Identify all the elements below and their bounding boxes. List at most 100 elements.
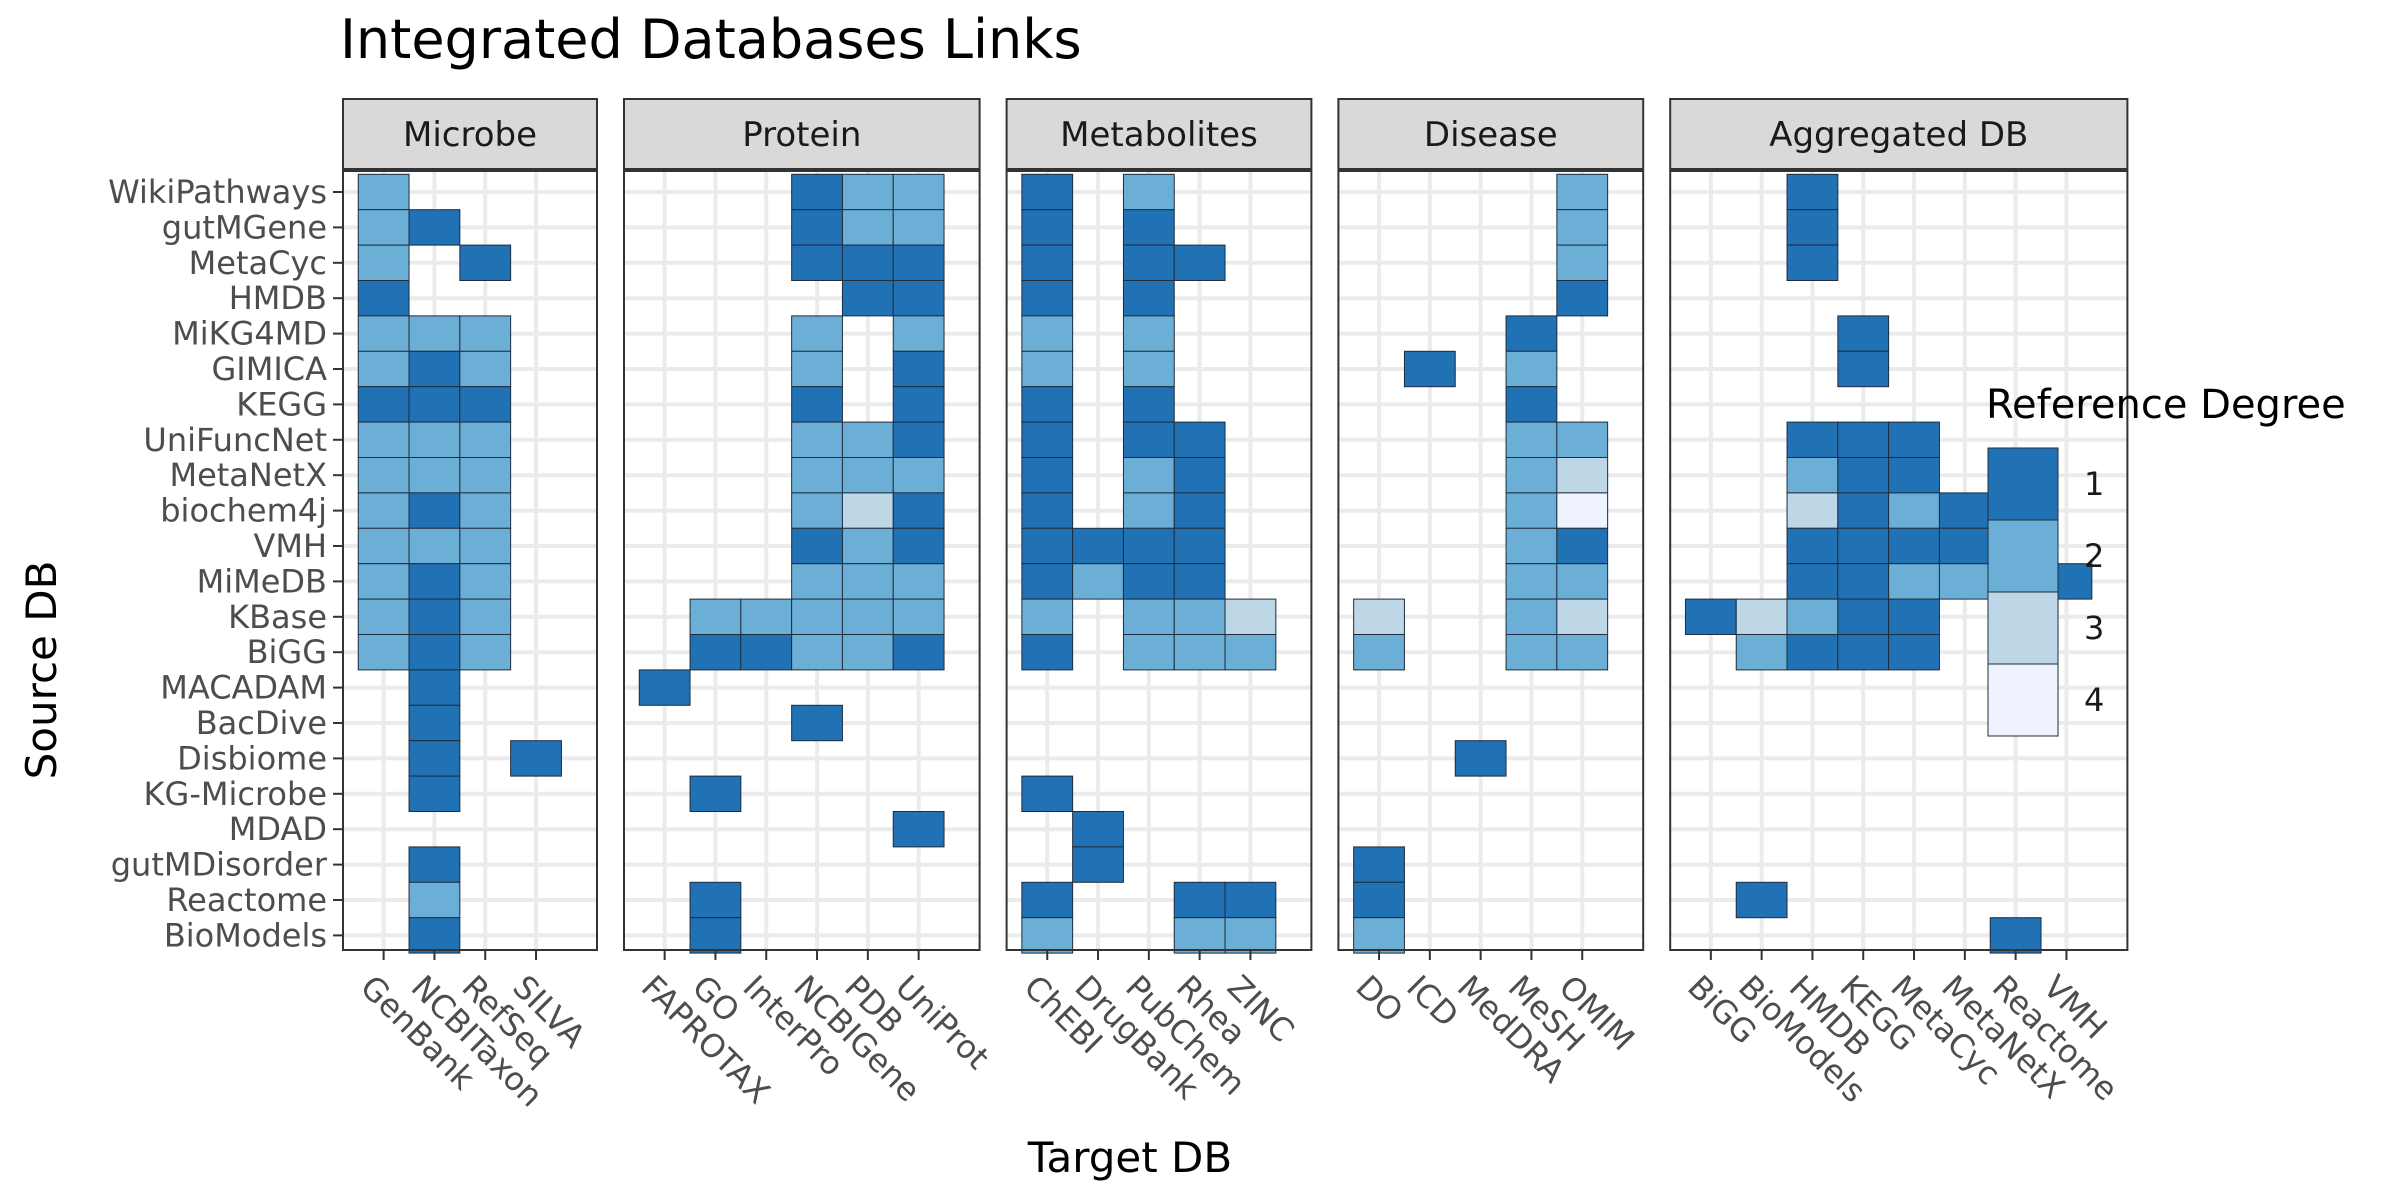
heatmap-cell xyxy=(1122,457,1175,494)
heatmap-cell xyxy=(1938,563,1991,600)
heatmap-cell xyxy=(1072,527,1124,565)
heatmap-cell xyxy=(1173,527,1226,565)
heatmap-cell xyxy=(408,634,461,671)
heatmap-cell xyxy=(1122,350,1175,388)
heatmap-cell xyxy=(1173,881,1226,919)
heatmap-cell xyxy=(892,244,945,282)
heatmap-cell xyxy=(892,315,945,352)
y-axis: WikiPathwaysgutMGeneMetaCycHMDBMiKG4MDGI… xyxy=(108,173,343,954)
heatmap-cell xyxy=(1505,492,1558,529)
chart-title: Integrated Databases Links xyxy=(340,8,1082,71)
heatmap-cell xyxy=(1786,527,1839,565)
heatmap-cell xyxy=(1786,457,1839,494)
heatmap-cell xyxy=(1888,563,1940,600)
heatmap-cell xyxy=(1021,350,1074,388)
heatmap-cell xyxy=(689,634,742,671)
heatmap-cell xyxy=(892,350,945,388)
heatmap-cell xyxy=(1353,881,1405,919)
heatmap-cell xyxy=(1888,598,1940,635)
heatmap-cell xyxy=(1224,598,1277,635)
heatmap-cell xyxy=(1353,917,1405,954)
y-tick-label: HMDB xyxy=(229,279,327,317)
heatmap-cell xyxy=(791,704,843,742)
heatmap-cell xyxy=(1122,315,1175,352)
heatmap-cell xyxy=(408,350,461,388)
facet-strip-aggregated-db xyxy=(1669,98,2129,170)
heatmap-cell xyxy=(841,492,894,529)
heatmap-cell xyxy=(459,634,512,671)
heatmap-cell xyxy=(1556,209,1609,246)
facet-panel-aggregated-db: Aggregated DB BiGGBioModelsHMDBKEGGMetaCy… xyxy=(1669,98,2129,1110)
y-tick-label: BacDive xyxy=(196,704,327,742)
heatmap-cell xyxy=(841,244,894,282)
heatmap-cell xyxy=(1122,209,1175,246)
heatmap-cell xyxy=(1938,492,1991,529)
y-tick-label: GIMICA xyxy=(211,350,327,388)
heatmap-cell xyxy=(1021,563,1074,600)
facet-strip-disease xyxy=(1337,98,1645,170)
heatmap-cell xyxy=(1505,634,1558,671)
heatmap-cell xyxy=(841,421,894,459)
heatmap-cell xyxy=(1122,634,1175,671)
legend-label: 3 xyxy=(2084,609,2104,647)
heatmap-cell xyxy=(1122,280,1175,317)
heatmap-cell xyxy=(1122,173,1175,211)
heatmap-cell xyxy=(1786,173,1839,211)
heatmap-cell xyxy=(408,740,461,777)
heatmap-cell xyxy=(892,563,945,600)
heatmap-cell xyxy=(1556,280,1609,317)
heatmap-cell xyxy=(1735,634,1788,671)
y-tick-label: Disbiome xyxy=(177,739,327,777)
heatmap-cell xyxy=(892,527,945,565)
heatmap-cell xyxy=(1505,386,1558,423)
heatmap-cell xyxy=(1556,563,1609,600)
heatmap-cell xyxy=(791,634,843,671)
y-tick-label: UniFuncNet xyxy=(143,421,327,459)
heatmap-cell xyxy=(1173,421,1226,459)
y-tick-label: gutMDisorder xyxy=(111,846,328,884)
y-tick-label: gutMGene xyxy=(162,208,327,246)
heatmap-cell xyxy=(459,315,512,352)
heatmap-cell xyxy=(892,634,945,671)
heatmap-cell xyxy=(791,386,843,423)
heatmap-cell xyxy=(1505,350,1558,388)
heatmap-cell xyxy=(1888,634,1940,671)
heatmap-cell xyxy=(1122,563,1175,600)
heatmap-cell xyxy=(1021,775,1074,812)
heatmap-cell xyxy=(791,457,843,494)
heatmap-cell xyxy=(1173,492,1226,529)
heatmap-cell xyxy=(892,280,945,317)
heatmap-cell xyxy=(791,173,843,211)
facet-strip-label: Protein xyxy=(742,115,861,155)
heatmap-cell xyxy=(408,598,461,635)
heatmap-cell xyxy=(1837,457,1890,494)
heatmap-cell xyxy=(1021,492,1074,529)
x-tick-label: ICD xyxy=(1399,968,1466,1035)
heatmap-cell xyxy=(791,350,843,388)
y-tick-label: MDAD xyxy=(229,810,327,848)
heatmap-cell xyxy=(1837,421,1890,459)
heatmap-cell xyxy=(357,563,410,600)
heatmap-cell xyxy=(841,598,894,635)
heatmap-cell xyxy=(357,315,410,352)
heatmap-cell xyxy=(1837,598,1890,635)
heatmap-cell xyxy=(1556,173,1609,211)
heatmap-cell xyxy=(1786,634,1839,671)
heatmap-cell xyxy=(357,421,410,459)
heatmap-cell xyxy=(1888,457,1940,494)
heatmap-cell xyxy=(1122,598,1175,635)
x-axis-title: Target DB xyxy=(1027,1133,1232,1182)
heatmap-cell xyxy=(1888,421,1940,459)
y-tick-label: MiKG4MD xyxy=(172,315,327,353)
heatmap-cell xyxy=(1021,457,1074,494)
heatmap-cell xyxy=(357,457,410,494)
heatmap-cell xyxy=(1021,634,1074,671)
y-tick-label: BioModels xyxy=(164,916,327,954)
heatmap-cell xyxy=(459,386,512,423)
y-tick-label: KBase xyxy=(228,598,327,636)
